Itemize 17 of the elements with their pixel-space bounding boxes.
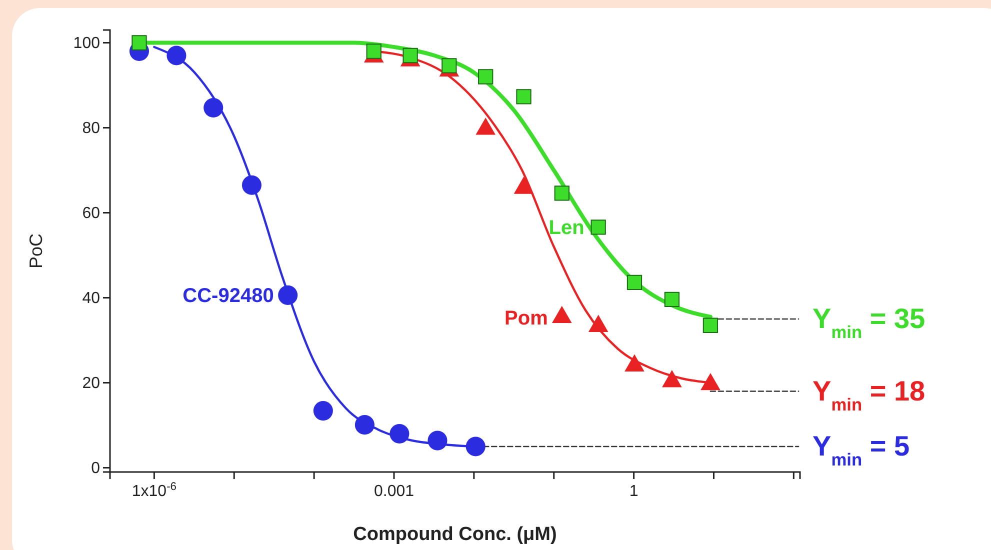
y-axis-title: PoC <box>26 233 46 269</box>
y-tick-label: 60 <box>82 204 100 222</box>
y-tick-label: 40 <box>82 290 100 307</box>
series-label: Len <box>548 217 584 240</box>
y-tick-label: 100 <box>73 34 100 52</box>
x-axis-title: Compound Conc. (μM) <box>353 524 557 545</box>
series-label: Pom <box>504 307 548 330</box>
y-tick-label: 0 <box>91 460 100 477</box>
y-tick-label: 20 <box>82 374 100 392</box>
y-tick-label: 80 <box>82 120 100 137</box>
series-label: CC-92480 <box>182 285 274 308</box>
x-tick-label: 0.001 <box>374 483 414 500</box>
text: Y$_{min}$ = 18 <box>812 375 926 414</box>
text: Y$_{min}$ = 35 <box>812 303 926 342</box>
x-tick-label: 1 <box>629 483 638 500</box>
x-tick-label: 1x10$^{-6}$ <box>132 481 177 500</box>
text: Y$_{min}$ = 5 <box>812 430 910 470</box>
